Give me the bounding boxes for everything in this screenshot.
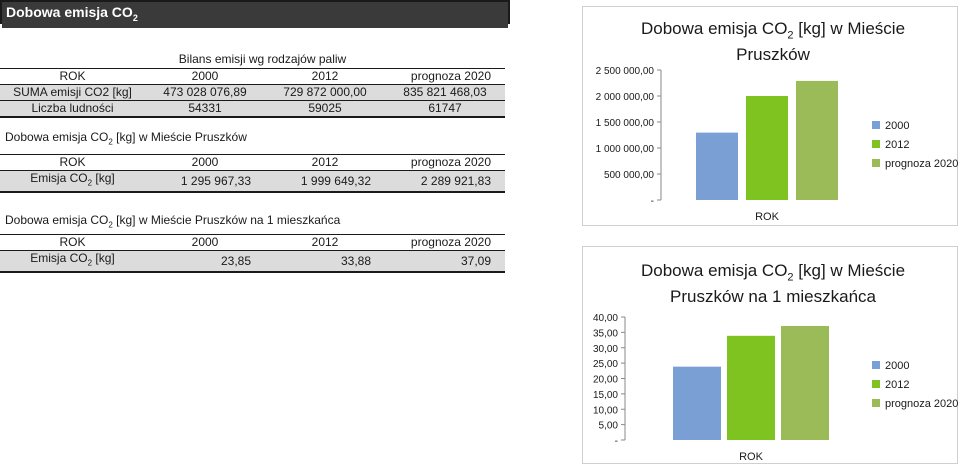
header-cell: prognoza 2020 (385, 234, 505, 251)
table-row: SUMA emisji CO2 [kg] 473 028 076,89 729 … (0, 84, 505, 101)
fuel-balance-section: Bilans emisji wg rodzajów paliw ROK 2000… (0, 52, 505, 118)
header-cell: 2012 (265, 234, 385, 251)
table-cell: 473 028 076,89 (145, 84, 265, 101)
bar-prognoza-2020 (796, 80, 838, 200)
table-row: Liczba ludności 54331 59025 61747 (0, 100, 505, 118)
legend-swatch (872, 140, 880, 148)
table-cell: 2 289 921,83 (385, 170, 505, 193)
chart-canvas: - 500 000,00 1 000 000,00 1 500 000,00 2 000… (596, 66, 959, 223)
fuel-balance-table: ROK 2000 2012 prognoza 2020 SUMA emisji … (0, 68, 505, 118)
fuel-balance-caption: Bilans emisji wg rodzajów paliw (178, 52, 347, 66)
legend-label: 2012 (885, 379, 909, 391)
table-cell: 23,85 (145, 250, 265, 273)
table-row: Emisja CO2 [kg] 1 295 967,33 1 999 649,3… (0, 170, 505, 193)
y-tick-label: 30,00 (593, 344, 618, 355)
table-cell: 54331 (145, 100, 265, 118)
y-tick-label: 2 000 000,00 (596, 92, 655, 103)
table-cell: 729 872 000,00 (265, 84, 385, 101)
legend-swatch (872, 121, 880, 129)
header-cell: ROK (0, 234, 145, 251)
y-tick-label: 20,00 (593, 375, 618, 386)
row-label: Liczba ludności (0, 100, 145, 118)
daily-emission-caption: Dobowa emisja CO2 [kg] w Mieście Pruszkó… (5, 130, 247, 147)
legend-label: 2000 (885, 120, 909, 132)
chart-title: Dobowa emisja CO2 [kg] w Mieście Pruszków (640, 19, 906, 65)
daily-emission-table: ROK 2000 2012 prognoza 2020 Emisja CO2 [… (0, 154, 505, 193)
y-tick-label: 15,00 (593, 390, 618, 401)
per-capita-chart: Dobowa emisja CO2 [kg] w Mieście Pruszków… (582, 246, 958, 464)
header-cell: ROK (0, 154, 145, 171)
chart-canvas: - 5,00 10,00 15,00 20,00 25,00 30,00 35,00 40,00… (593, 313, 958, 463)
header-cell: prognoza 2020 (385, 68, 505, 85)
legend-label: 2000 (885, 360, 909, 372)
header-cell: 2000 (145, 68, 265, 85)
x-axis-label: ROK (755, 211, 780, 223)
bar-2000 (673, 366, 721, 440)
y-tick-label: - (615, 436, 618, 447)
table-row: Emisja CO2 [kg] 23,85 33,88 37,09 (0, 250, 505, 273)
legend-swatch (872, 159, 880, 167)
bar-2012 (727, 335, 775, 440)
per-capita-caption: Dobowa emisja CO2 [kg] w Mieście Pruszkó… (5, 213, 341, 230)
header-cell: 2012 (265, 154, 385, 171)
per-capita-table: ROK 2000 2012 prognoza 2020 Emisja CO2 [… (0, 234, 505, 273)
table-cell: 61747 (385, 100, 505, 118)
sheet-title-bar: Dobowa emisja CO2 (0, 0, 510, 28)
table-cell: 37,09 (385, 250, 505, 273)
bar-2000 (696, 132, 738, 200)
bar-prognoza-2020 (781, 325, 829, 440)
daily-emission-section: Dobowa emisja CO2 [kg] w Mieście Pruszkó… (0, 130, 505, 193)
sheet-title: Dobowa emisja CO2 (2, 2, 508, 28)
header-cell: 2000 (145, 154, 265, 171)
table-cell: 1 295 967,33 (145, 170, 265, 193)
y-tick-label: - (651, 196, 654, 207)
y-tick-label: 40,00 (593, 313, 618, 324)
legend-swatch (872, 399, 880, 407)
y-tick-label: 5,00 (599, 421, 619, 432)
y-tick-label: 2 500 000,00 (596, 66, 655, 77)
table-cell: 59025 (265, 100, 385, 118)
row-label: Emisja CO2 [kg] (0, 250, 145, 273)
y-tick-label: 500 000,00 (604, 170, 654, 181)
daily-emission-chart: Dobowa emisja CO2 [kg] w Mieście Pruszków… (582, 6, 958, 226)
header-cell: 2000 (145, 234, 265, 251)
y-tick-label: 35,00 (593, 328, 618, 339)
table-header-row: ROK 2000 2012 prognoza 2020 (0, 68, 505, 85)
row-label: Emisja CO2 [kg] (0, 170, 145, 193)
x-axis-label: ROK (739, 451, 764, 463)
row-label: SUMA emisji CO2 [kg] (0, 84, 145, 101)
table-cell: 1 999 649,32 (265, 170, 385, 193)
legend-label: prognoza 2020 (885, 158, 958, 170)
table-cell: 835 821 468,03 (385, 84, 505, 101)
chart-title: Dobowa emisja CO2 [kg] w Mieście Pruszków… (640, 261, 906, 307)
legend-label: prognoza 2020 (885, 398, 958, 410)
table-cell: 33,88 (265, 250, 385, 273)
legend-label: 2012 (885, 139, 909, 151)
table-header-row: ROK 2000 2012 prognoza 2020 (0, 234, 505, 251)
table-header-row: ROK 2000 2012 prognoza 2020 (0, 154, 505, 171)
header-cell: 2012 (265, 68, 385, 85)
header-cell: ROK (0, 68, 145, 85)
y-tick-label: 1 500 000,00 (596, 118, 655, 129)
y-tick-label: 1 000 000,00 (596, 144, 655, 155)
legend-swatch (872, 361, 880, 369)
bar-2012 (746, 96, 788, 200)
y-tick-label: 10,00 (593, 405, 618, 416)
y-tick-label: 25,00 (593, 359, 618, 370)
per-capita-section: Dobowa emisja CO2 [kg] w Mieście Pruszkó… (0, 213, 505, 273)
legend-swatch (872, 380, 880, 388)
header-cell: prognoza 2020 (385, 154, 505, 171)
